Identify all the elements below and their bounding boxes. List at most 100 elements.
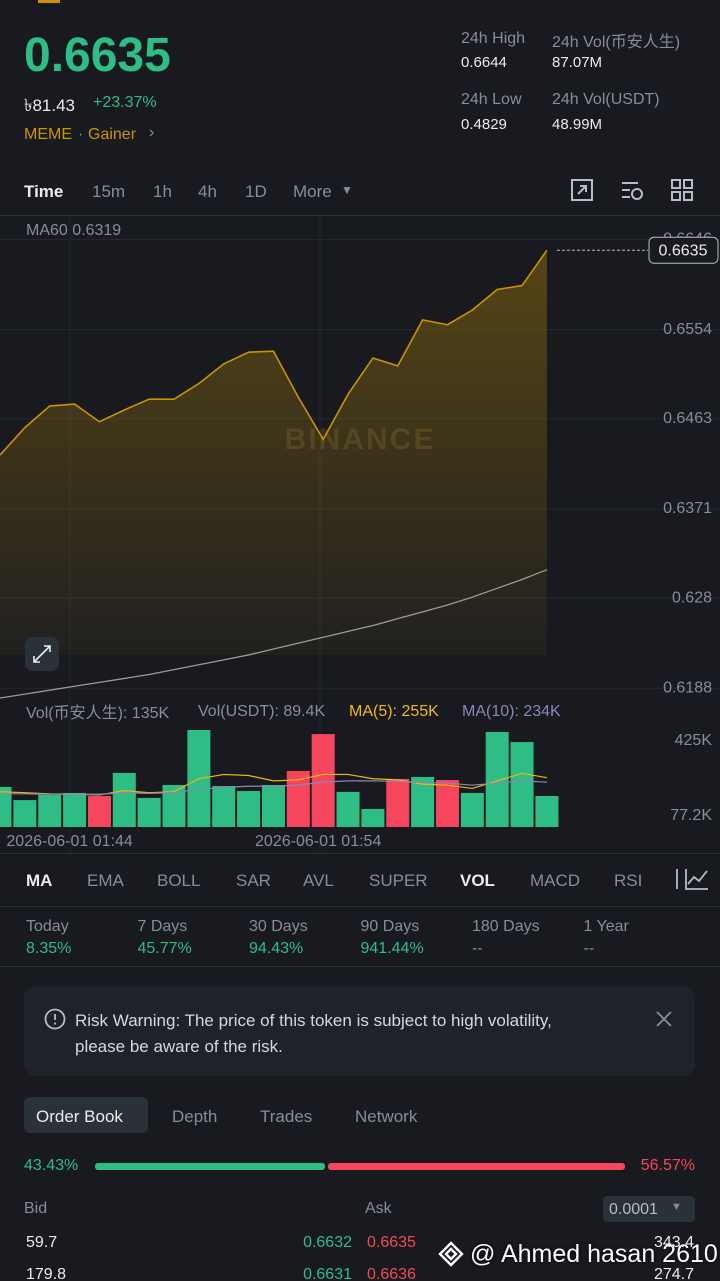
timeframe[interactable]: More [293,182,332,201]
divider [0,853,720,854]
period-value: -- [583,940,595,957]
chart-area: 0.61880.6280.63710.64630.65540.6646BINAN… [0,215,720,853]
volume-legend: MA(5): 255K [349,703,439,720]
dropdown-arrow: ▼ [671,1201,682,1213]
order-tab[interactable]: Trades [260,1107,313,1126]
volume-bar [535,795,559,827]
precision: 0.0001 [609,1201,658,1218]
chart-tools[interactable] [570,178,700,204]
order-tab[interactable]: Depth [172,1107,218,1126]
change: +23.37% [93,94,157,111]
volume-bar [510,742,534,827]
last-price-tag [648,236,719,264]
period-value: 45.77% [137,940,192,957]
volume-bar [87,795,111,827]
watermark: @ Ahmed hasan 2610 [470,1240,718,1268]
bid-qty: 59.7 [26,1234,58,1251]
volume-bar [336,791,360,827]
volume-bar [435,780,459,827]
indicator[interactable]: EMA [87,871,124,890]
ma-label: MA60 0.6319 [26,222,121,239]
stat-value: 87.07M [552,54,603,71]
dot: · [78,126,84,143]
timeframe[interactable]: 1h [153,182,172,201]
warning-text: please be aware of the risk. [75,1037,283,1056]
indicator[interactable]: BOLL [157,871,201,890]
volume-bar [137,797,161,827]
volume-bar [13,800,37,827]
last-price-label: 0.6635 [659,242,708,259]
ask-price: 0.6636 [367,1266,416,1281]
y-tick-label: 0.6371 [663,500,712,517]
period-label: 30 Days [249,918,308,935]
volume-bar [261,784,285,827]
bid-ratio: 43.43% [24,1157,79,1174]
period-value: 94.43% [249,940,304,957]
indicator[interactable]: RSI [614,871,643,890]
y-tick-label: 77.2K [670,807,712,824]
timeframe[interactable]: 15m [92,182,126,201]
period-value: 8.35% [26,940,72,957]
binance-logo [438,1241,464,1267]
y-tick-label: 0.6554 [663,321,712,338]
stat-value: 48.99M [552,116,603,133]
timeframe[interactable]: 4h [198,182,217,201]
timeframe[interactable]: 1D [245,182,267,201]
chevron: › [149,124,155,141]
volume-bar [386,778,410,827]
volume-bar [485,731,509,827]
ask-price: 0.6635 [367,1234,416,1251]
tag[interactable]: MEME [24,126,72,143]
y-tick-label: 425K [675,732,713,749]
tag[interactable]: Gainer [88,126,137,143]
volume-bar [162,784,186,827]
divider [0,966,720,967]
warning-text: Risk Warning: The price of this token is… [75,1011,552,1030]
volume-bar [0,786,12,827]
period-label: 1 Year [583,918,629,935]
bid-price: 0.6631 [303,1266,352,1281]
indicator-settings[interactable] [674,866,710,892]
y-tick-label: 0.6463 [663,410,712,427]
volume-bar [38,794,62,827]
volume-bar [112,772,136,827]
tab-indicator [38,0,60,3]
info-icon [44,1008,66,1030]
indicator[interactable]: SAR [236,871,271,890]
stat-label: 24h Vol(币安人生) [552,34,681,51]
indicator[interactable]: VOL [460,871,495,890]
ma-line [0,569,548,699]
volume-bar [212,786,236,827]
risk-warning [24,986,695,1076]
stat-value: 0.4829 [461,116,507,133]
indicator[interactable]: AVL [303,871,334,890]
y-tick-label: 0.628 [672,589,712,606]
close-button[interactable] [654,1009,674,1029]
volume-legend: Vol(币安人生): 135K [26,704,169,722]
order-tab[interactable]: Order Book [36,1107,123,1126]
y-tick-label: 0.6188 [663,679,712,696]
ask-qty: 274.7 [653,1266,694,1281]
volume-bar [361,808,385,827]
ask-qty: 343.4 [653,1234,694,1251]
stat-label: 24h Low [461,91,522,108]
indicator[interactable]: MACD [530,871,581,890]
indicator[interactable]: MA [26,871,53,890]
precision-select[interactable] [603,1196,695,1222]
period-label: 90 Days [360,918,420,935]
period-label: Today [26,918,69,935]
timeframe[interactable]: Time [24,182,64,201]
period-label: 180 Days [472,918,540,935]
volume-bar [460,792,484,827]
stat-label: 24h Vol(USDT) [552,91,660,108]
volume-legend: Vol(USDT): 89.4K [198,703,325,720]
order-tab[interactable]: Network [355,1107,418,1126]
indicator[interactable]: SUPER [369,871,428,890]
expand-button[interactable] [25,637,59,671]
divider [0,215,720,216]
fiat-price: ৳81.43 [24,96,76,115]
bid-header: Bid [24,1200,48,1217]
ask-bar [328,1163,625,1170]
bid-price: 0.6632 [303,1234,352,1251]
